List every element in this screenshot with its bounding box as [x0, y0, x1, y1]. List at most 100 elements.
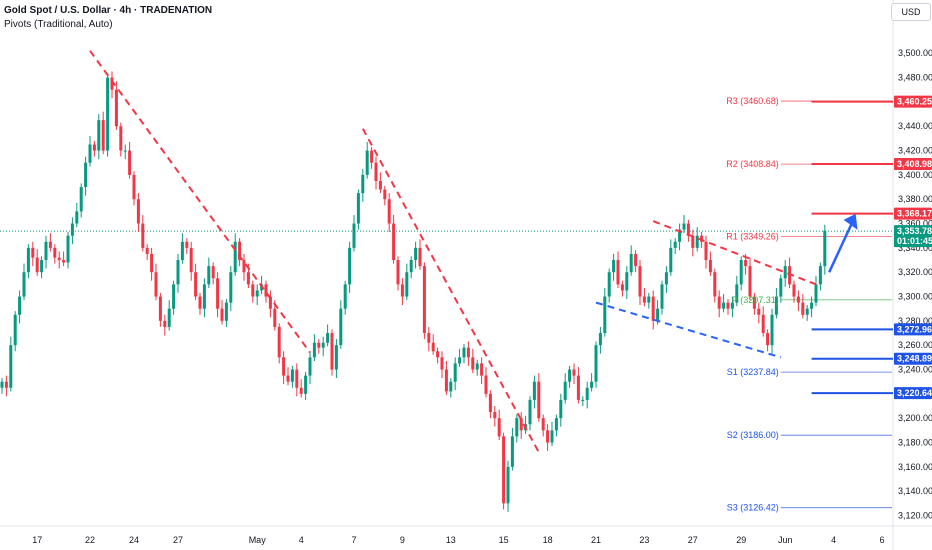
price-tag — [894, 387, 932, 400]
candle-body — [321, 342, 325, 348]
pivot-label: R3 (3460.68) — [726, 96, 779, 106]
x-tick-label: 27 — [173, 535, 183, 545]
candle-body — [106, 77, 110, 151]
candle-body — [660, 284, 664, 309]
trend-line[interactable] — [89, 50, 311, 354]
candle-body — [462, 347, 466, 358]
trend-line[interactable] — [361, 128, 540, 453]
candle-body — [110, 77, 114, 90]
candle-body — [405, 272, 409, 297]
pivot-label: S3 (3126.42) — [727, 503, 779, 513]
candle-body — [598, 333, 602, 346]
y-tick-label: 3,420.00 — [898, 146, 932, 156]
price-tag-label: 3,368.17 — [897, 209, 932, 219]
candle-body — [436, 351, 440, 358]
trend-line[interactable] — [595, 301, 782, 359]
candle-body — [273, 308, 277, 327]
candle-body — [92, 144, 96, 151]
y-tick-label: 3,500.00 — [898, 48, 932, 58]
currency-button[interactable]: USD — [891, 3, 931, 21]
y-tick-label: 3,360.00 — [898, 219, 932, 229]
candle-body — [202, 284, 206, 309]
candle-body — [176, 260, 180, 285]
candle-body — [308, 357, 312, 376]
candle-body — [242, 260, 246, 273]
trend-line[interactable] — [652, 220, 817, 286]
y-tick-label: 3,480.00 — [898, 73, 932, 83]
candle-body — [708, 260, 712, 273]
candle-body — [330, 333, 334, 370]
time-axis[interactable]: 17 22 24 27 May 4 7 9 13 15 18 21 23 27 29 Jun 4 6 — [32, 535, 884, 545]
forecast-arrow-head — [843, 213, 858, 230]
candle-body — [453, 363, 457, 382]
price-axis[interactable]: 3,120.00 3,140.00 3,160.00 3,180.00 3,200.00… — [898, 48, 932, 520]
pivot-label: S2 (3186.00) — [727, 430, 779, 440]
candle-body — [84, 162, 88, 188]
x-tick-label: 6 — [879, 535, 884, 545]
candle-body — [532, 381, 536, 400]
y-tick-label: 3,120.00 — [898, 510, 932, 520]
candle-body — [35, 257, 39, 273]
indicator-label[interactable]: Pivots (Traditional, Auto) — [4, 19, 113, 30]
candle-body — [317, 342, 321, 348]
y-tick-label: 3,180.00 — [898, 438, 932, 448]
candle-body — [726, 302, 730, 309]
candle-body — [334, 345, 338, 370]
candle-body — [748, 266, 752, 297]
candle-body — [634, 253, 638, 267]
forecast-arrow[interactable] — [828, 223, 853, 273]
candle-body — [286, 375, 290, 382]
candle-body — [141, 223, 145, 248]
current-price-tag — [894, 225, 932, 248]
candle-body — [502, 436, 506, 504]
candle-body — [101, 120, 105, 151]
candle-body — [40, 260, 44, 273]
candle-body — [691, 235, 695, 248]
candle-body — [682, 223, 686, 230]
candle-body — [735, 284, 739, 303]
candle-body — [629, 253, 633, 273]
candle-body — [277, 326, 281, 358]
candle-body — [114, 89, 118, 127]
candle-body — [224, 302, 228, 321]
candle-body — [268, 296, 272, 309]
candle-body — [805, 308, 809, 315]
candle-body — [352, 223, 356, 248]
candle-body — [466, 347, 470, 358]
candle-body — [563, 381, 567, 400]
candle-body — [295, 369, 299, 388]
candle-body — [119, 126, 123, 151]
x-tick-label: 24 — [129, 535, 139, 545]
y-tick-label: 3,140.00 — [898, 486, 932, 496]
candle-body — [774, 296, 778, 315]
candle-body — [4, 381, 8, 388]
price-tag — [894, 207, 932, 220]
candle-body — [488, 393, 492, 413]
x-tick-label: 29 — [736, 535, 746, 545]
candle-body — [515, 418, 519, 437]
candle-body — [616, 260, 620, 285]
candle-body — [761, 314, 765, 334]
pivot-label: R2 (3408.84) — [726, 159, 779, 169]
candle-body — [409, 260, 413, 273]
candle-body — [238, 241, 242, 261]
y-tick-label: 3,400.00 — [898, 170, 932, 180]
candle-body — [343, 284, 347, 309]
candle-body — [590, 381, 594, 388]
price-tag — [894, 352, 932, 365]
price-tag — [894, 157, 932, 170]
candle-body — [194, 272, 198, 297]
candle-body — [163, 320, 167, 327]
chart-title: Gold Spot / U.S. Dollar · 4h · TRADENATI… — [4, 5, 213, 16]
x-tick-label: 23 — [639, 535, 649, 545]
candle-body — [70, 223, 74, 236]
candle-body — [642, 296, 646, 303]
candle-body — [189, 247, 193, 273]
candle-body — [664, 272, 668, 285]
candle-body — [251, 284, 255, 297]
x-tick-label: 9 — [400, 535, 405, 545]
candle-body — [594, 345, 598, 382]
candle-body — [79, 187, 83, 212]
candle-body — [370, 150, 374, 163]
